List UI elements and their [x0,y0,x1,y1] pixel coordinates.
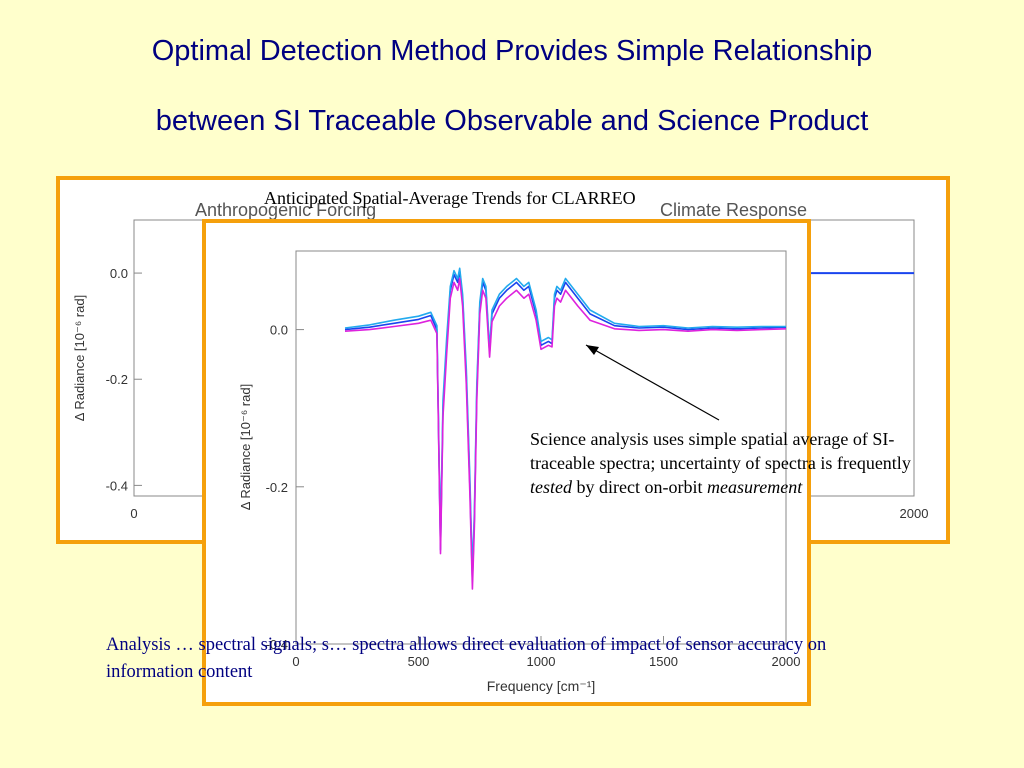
front-chart-panel: Δ Radiance [10⁻⁶ rad] Frequency [cm⁻¹] 0… [202,219,811,706]
front-x-tick-label: 2000 [772,654,801,669]
annotation-arrow-head [586,345,599,355]
annotation-measurement: measurement [706,477,803,497]
science-annotation: Science analysis uses simple spatial ave… [530,427,930,499]
annotation-text-2: by direct on-orbit [576,477,703,497]
front-x-axis-label: Frequency [cm⁻¹] [487,678,596,694]
back-left-x-tick-label: 0 [130,506,137,521]
front-chart: Δ Radiance [10⁻⁶ rad] Frequency [cm⁻¹] 0… [238,250,801,694]
front-y-tick-label: -0.4 [266,637,288,652]
back-right-x-tick-label: 2000 [900,506,929,521]
annotation-arrow [585,344,720,421]
annotation-text-1: Science analysis uses simple spatial ave… [530,429,911,473]
back-left-y-axis-label: Δ Radiance [10⁻⁶ rad] [72,295,87,421]
annotation-tested: tested [530,477,572,497]
back-chart-caption: Anticipated Spatial-Average Trends for C… [264,188,636,208]
front-series-line [344,277,787,590]
back-left-y-tick-label: -0.4 [106,478,128,493]
back-left-y-tick-label: -0.2 [106,372,128,387]
slide-title-line-2: between SI Traceable Observable and Scie… [155,105,869,137]
slide-title-line-1: Optimal Detection Method Provides Simple… [151,35,873,67]
front-series-line [344,267,786,575]
front-x-tick-label: 1000 [527,654,556,669]
back-left-title: Anthropogenic Forcing [195,200,376,220]
front-x-tick-label: 1500 [649,654,678,669]
back-right-title: Climate Response [660,200,807,220]
front-y-tick-label: 0.0 [270,323,288,338]
front-x-tick-label: 500 [408,654,430,669]
back-left-y-tick-label: 0.0 [110,266,128,281]
front-y-tick-label: -0.2 [266,480,288,495]
front-y-axis-label: Δ Radiance [10⁻⁶ rad] [238,384,253,510]
bottom-description: Analysis … spectral signals; s… spectra … [106,635,827,682]
front-x-tick-label: 0 [292,654,299,669]
